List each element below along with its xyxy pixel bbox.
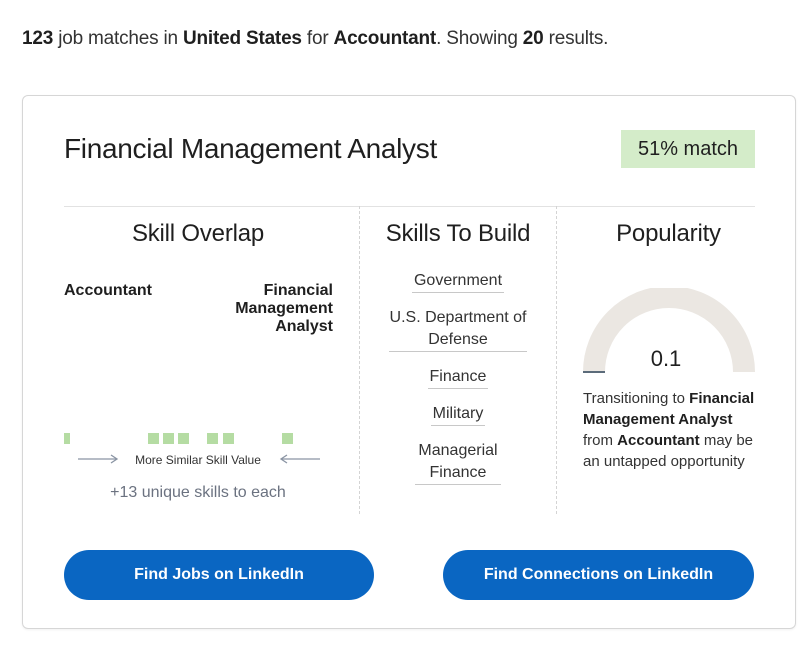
skill-square (148, 433, 159, 444)
arrow-right-icon (78, 454, 119, 464)
find-connections-button[interactable]: Find Connections on LinkedIn (443, 550, 754, 600)
source-job-name: Accountant (617, 432, 700, 449)
column-divider (359, 206, 360, 514)
popularity-gauge (583, 288, 755, 373)
similar-skill-label: More Similar Skill Value (135, 453, 261, 467)
target-job-label-line: Analyst (275, 318, 333, 335)
popularity-text: may be an untapped opportunity (583, 432, 754, 470)
results-location: United States (182, 28, 302, 49)
match-badge: 51% match (621, 130, 755, 168)
skill-overlap-heading: Skill Overlap (131, 220, 265, 247)
target-job-label-line: Management (235, 300, 333, 317)
job-match-card: Financial Management Analyst 51% match S… (22, 95, 796, 629)
summary-text: job matches in (53, 28, 183, 49)
target-job-label: Financial Management Analyst (213, 282, 333, 336)
skill-square (64, 433, 70, 444)
skill-link[interactable]: Military (431, 403, 485, 426)
results-query: Accountant (333, 28, 437, 49)
popularity-description: Transitioning to Financial Management An… (583, 388, 763, 472)
skill-square (282, 433, 293, 444)
skills-to-build-heading: Skills To Build (385, 220, 531, 247)
target-job-name: Financial Management Analyst (583, 390, 755, 428)
skill-square (223, 433, 234, 444)
unique-skills-note: +13 unique skills to each (110, 484, 286, 501)
skill-link[interactable]: Finance (428, 366, 488, 389)
section-divider (64, 206, 755, 207)
target-job-label-line: Financial (263, 282, 333, 299)
summary-text: . Showing (436, 28, 523, 49)
results-shown-count: 20 (522, 28, 544, 49)
find-jobs-button[interactable]: Find Jobs on LinkedIn (64, 550, 374, 600)
popularity-text: from (583, 432, 618, 449)
skills-to-build-list: Government U.S. Department of Defense Fi… (373, 270, 543, 499)
column-divider (556, 206, 557, 514)
results-count: 123 (22, 28, 54, 49)
summary-text: for (301, 28, 334, 49)
popularity-text: Transitioning to (583, 390, 690, 407)
skill-square (163, 433, 174, 444)
popularity-heading: Popularity (616, 220, 721, 247)
skill-link[interactable]: U.S. Department of Defense (389, 307, 527, 352)
skill-link[interactable]: Managerial Finance (415, 440, 501, 485)
job-title: Financial Management Analyst (64, 133, 437, 164)
popularity-value: 0.1 (650, 346, 682, 371)
skill-link[interactable]: Government (412, 270, 504, 293)
results-summary: 123 job matches in United States for Acc… (22, 28, 608, 50)
summary-text: results. (543, 28, 609, 49)
arrow-left-icon (279, 454, 320, 464)
skill-square (178, 433, 189, 444)
source-job-label: Accountant (64, 282, 152, 299)
skill-square (207, 433, 218, 444)
